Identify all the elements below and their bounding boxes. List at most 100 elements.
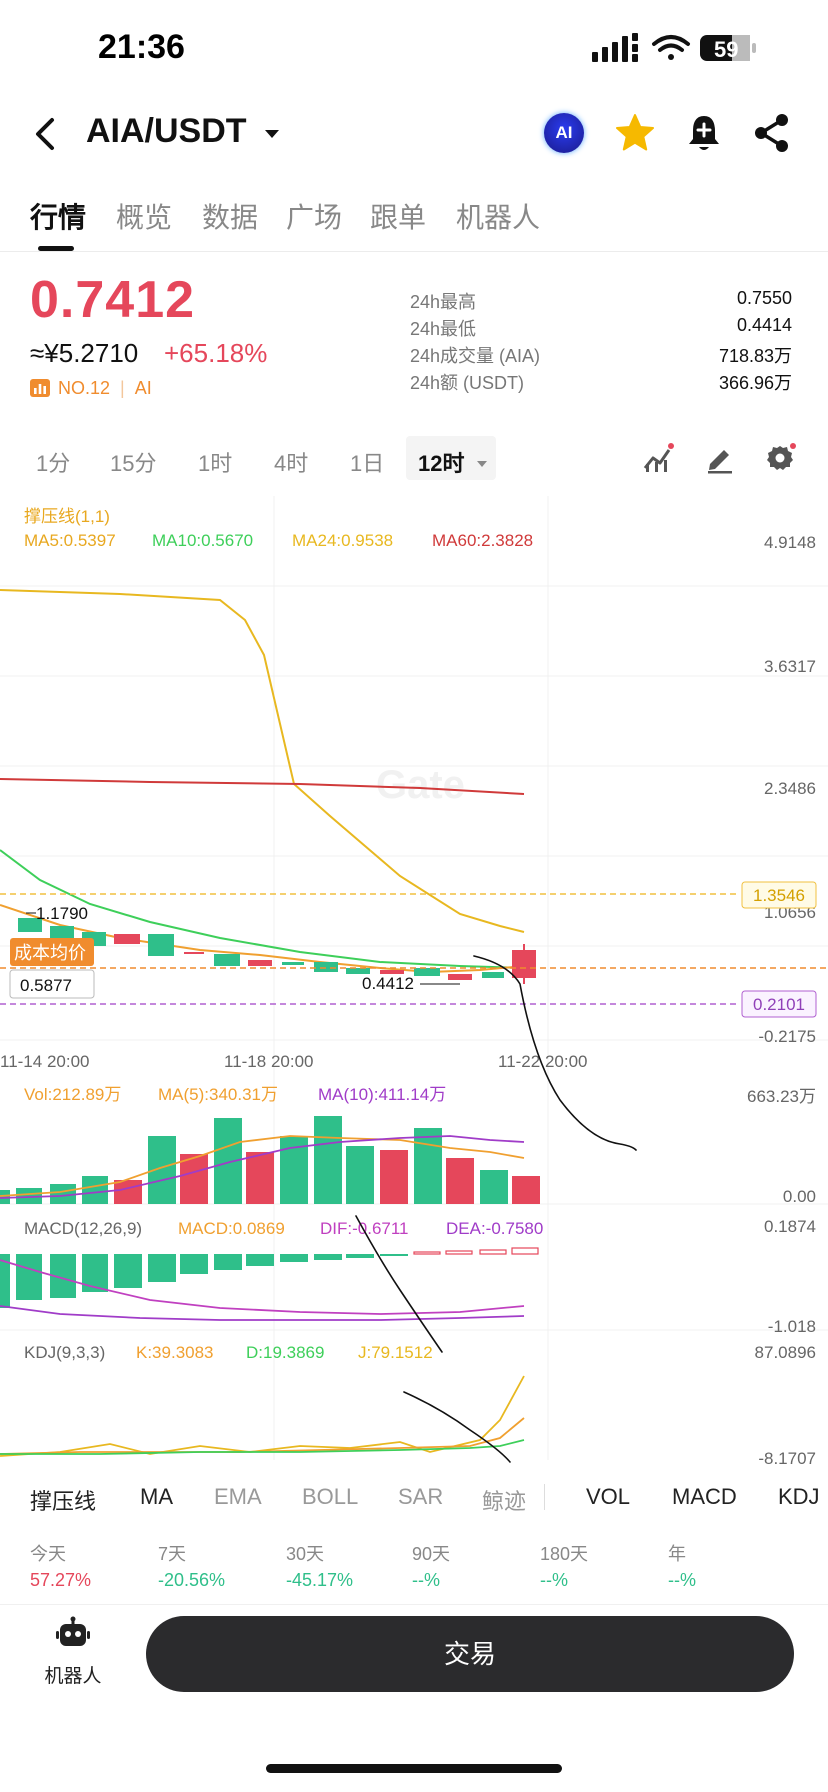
draw-pen-icon[interactable]: [704, 442, 736, 474]
interval-1h[interactable]: 1时: [198, 451, 233, 476]
wifi-icon: [652, 35, 690, 60]
stat-volume-value: 718.83万: [718, 346, 792, 366]
stat-volume-label: 24h成交量 (AIA): [410, 346, 541, 366]
interval-12h[interactable]: 12时: [406, 436, 496, 480]
tab-active-indicator: [38, 246, 74, 251]
tab-data[interactable]: 数据: [202, 202, 259, 233]
chevron-down-icon: [476, 461, 487, 467]
vol-axis-min: 0.00: [783, 1187, 816, 1206]
time-axis-label: 11-18 20:00: [224, 1052, 313, 1071]
support-value: 0.2101: [753, 995, 805, 1014]
price-axis-label: 3.6317: [764, 657, 816, 676]
ma10-label: MA10:0.5670: [152, 531, 253, 550]
vol-ma10-line: [0, 1135, 525, 1199]
sector-tag[interactable]: AI: [134, 378, 152, 398]
high-price-label: 1.1790: [36, 904, 88, 923]
vol-axis-max: 663.23万: [747, 1087, 816, 1106]
rank-chart-icon: [30, 379, 50, 397]
resistance-value: 1.3546: [753, 886, 805, 905]
indicator-ema[interactable]: EMA: [214, 1484, 262, 1509]
ma24-label: MA24:0.9538: [292, 531, 393, 550]
resistance-tag: 1.3546: [741, 881, 817, 909]
chevron-down-icon[interactable]: [262, 124, 282, 144]
indicator-whale-track[interactable]: 鲸迹: [482, 1489, 527, 1514]
tabs-divider: [0, 251, 828, 252]
stat-high-value: 0.7550: [736, 288, 792, 308]
vol-label: Vol:212.89万: [24, 1085, 121, 1104]
rank-badge[interactable]: NO.12 | AI: [30, 378, 152, 399]
macd-dea-line: [0, 1305, 525, 1321]
candlestick-chart[interactable]: Gate 1.1790 0.4412 成本均价 0.5877: [0, 496, 828, 1476]
price-axis-label: 4.9148: [764, 533, 816, 552]
perf-180d-label: 180天: [540, 1544, 589, 1564]
gear-icon[interactable]: [764, 442, 796, 474]
low-price-label: 0.4412: [362, 974, 414, 993]
kdj-axis-max: 87.0896: [755, 1343, 816, 1362]
signal-icon: [592, 33, 638, 62]
macd-dif: DIF:-0.6711: [320, 1219, 409, 1238]
indicator-vol[interactable]: VOL: [586, 1484, 631, 1509]
time-axis-label: 11-22 20:00: [498, 1052, 587, 1071]
chart-grid: [0, 496, 828, 1460]
back-arrow-icon[interactable]: [26, 112, 66, 156]
tab-overview[interactable]: 概览: [116, 202, 173, 233]
time-axis-label: 11-14 20:00: [0, 1052, 89, 1071]
perf-7d-label: 7天: [158, 1544, 187, 1564]
stat-high-label: 24h最高: [410, 292, 477, 312]
vol-ma5-line: [0, 1135, 525, 1197]
star-icon[interactable]: [614, 112, 656, 154]
hand-drawn-annotation: [355, 955, 637, 1463]
indicator-sar[interactable]: SAR: [398, 1484, 444, 1509]
ma10-line: [0, 849, 525, 969]
rank-separator: |: [120, 378, 125, 398]
stat-low-label: 24h最低: [410, 319, 477, 339]
macd-value: MACD:0.0869: [178, 1219, 285, 1238]
cost-title: 成本均价: [14, 943, 86, 963]
price-alert-bell-icon[interactable]: [684, 112, 724, 154]
kdj-k-line: [0, 1417, 525, 1455]
interval-15m[interactable]: 15分: [110, 451, 157, 476]
indicator-kdj[interactable]: KDJ: [778, 1484, 820, 1509]
vol-ma5-label: MA(5):340.31万: [158, 1085, 278, 1104]
price-change-percent: +65.18%: [164, 338, 268, 368]
interval-4h[interactable]: 4时: [274, 451, 309, 476]
ma5-label: MA5:0.5397: [24, 531, 116, 550]
macd-histogram-positive: [413, 1247, 539, 1255]
price-axis-label: -0.2175: [758, 1027, 816, 1046]
cost-average-marker[interactable]: 成本均价 0.5877: [9, 938, 95, 999]
ma60-line: [0, 778, 525, 795]
stat-low-value: 0.4414: [736, 315, 792, 335]
indicator-boll[interactable]: BOLL: [302, 1484, 359, 1509]
tab-square[interactable]: 广场: [286, 202, 343, 233]
bottom-divider: [0, 1604, 828, 1605]
robot-button[interactable]: 机器人: [40, 1616, 106, 1696]
interval-1m[interactable]: 1分: [36, 451, 71, 476]
indicator-settings-icon[interactable]: [642, 442, 674, 474]
gate-watermark: Gate: [376, 763, 465, 807]
home-indicator: [266, 1764, 562, 1773]
perf-7d-value: -20.56%: [158, 1570, 226, 1590]
vol-ma10-label: MA(10):411.14万: [318, 1085, 446, 1104]
trade-button[interactable]: 交易: [146, 1616, 794, 1692]
interval-1d[interactable]: 1日: [350, 451, 385, 476]
battery-icon: [700, 35, 756, 61]
indicator-macd[interactable]: MACD: [672, 1484, 737, 1509]
pair-title[interactable]: AIA/USDT: [86, 112, 247, 150]
kdj-d-line: [0, 1439, 525, 1455]
kdj-j: J:79.1512: [358, 1343, 433, 1362]
macd-histogram: [0, 1254, 408, 1308]
macd-axis-max: 0.1874: [764, 1217, 816, 1236]
tab-market[interactable]: 行情: [30, 202, 87, 233]
perf-30d-label: 30天: [286, 1544, 325, 1564]
indicator-divider: [544, 1484, 545, 1510]
battery-level: 59: [714, 37, 738, 62]
price-axis-label: 2.3486: [764, 779, 816, 798]
robot-label: 机器人: [44, 1666, 102, 1687]
indicator-ma[interactable]: MA: [140, 1484, 173, 1509]
share-icon[interactable]: [752, 112, 792, 154]
indicator-support-resistance[interactable]: 撑压线: [30, 1489, 97, 1514]
tab-bots[interactable]: 机器人: [456, 202, 541, 233]
stat-turnover-value: 366.96万: [718, 373, 792, 393]
ai-assistant-button[interactable]: AI: [544, 113, 584, 153]
tab-copy-trading[interactable]: 跟单: [370, 202, 427, 233]
